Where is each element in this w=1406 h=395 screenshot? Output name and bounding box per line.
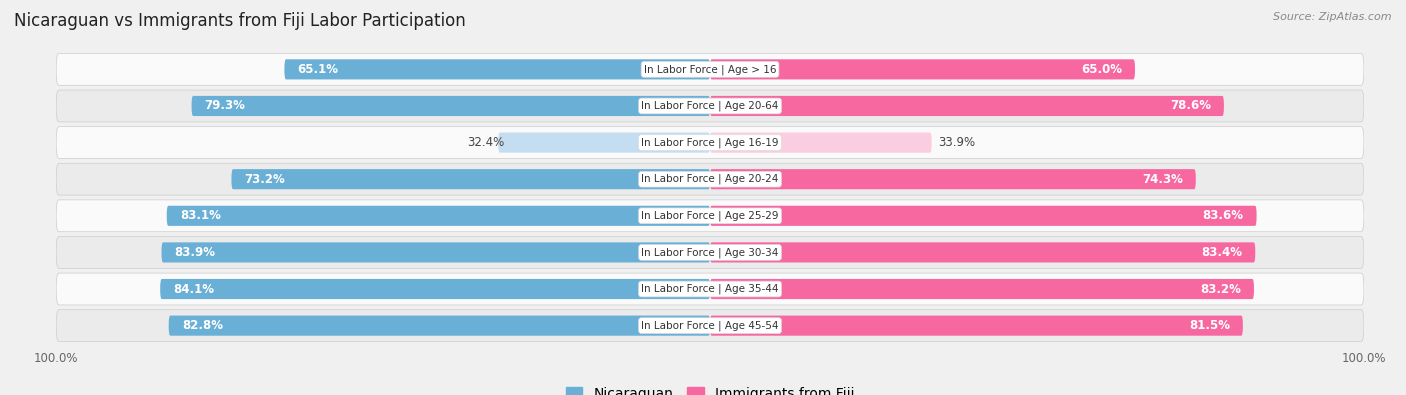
- FancyBboxPatch shape: [160, 279, 710, 299]
- Text: In Labor Force | Age 25-29: In Labor Force | Age 25-29: [641, 211, 779, 221]
- FancyBboxPatch shape: [191, 96, 710, 116]
- FancyBboxPatch shape: [710, 279, 1254, 299]
- Text: In Labor Force | Age 45-54: In Labor Force | Age 45-54: [641, 320, 779, 331]
- Text: 73.2%: 73.2%: [245, 173, 285, 186]
- FancyBboxPatch shape: [232, 169, 710, 189]
- FancyBboxPatch shape: [710, 96, 1223, 116]
- Text: 83.2%: 83.2%: [1201, 282, 1241, 295]
- FancyBboxPatch shape: [56, 163, 1364, 195]
- FancyBboxPatch shape: [710, 169, 1195, 189]
- FancyBboxPatch shape: [162, 243, 710, 263]
- Text: 33.9%: 33.9%: [938, 136, 976, 149]
- Text: 83.6%: 83.6%: [1202, 209, 1243, 222]
- Text: In Labor Force | Age 16-19: In Labor Force | Age 16-19: [641, 137, 779, 148]
- FancyBboxPatch shape: [167, 206, 710, 226]
- Text: In Labor Force | Age 20-24: In Labor Force | Age 20-24: [641, 174, 779, 184]
- Text: Nicaraguan vs Immigrants from Fiji Labor Participation: Nicaraguan vs Immigrants from Fiji Labor…: [14, 12, 465, 30]
- FancyBboxPatch shape: [710, 316, 1243, 336]
- FancyBboxPatch shape: [710, 59, 1135, 79]
- FancyBboxPatch shape: [710, 132, 932, 152]
- Text: In Labor Force | Age 30-34: In Labor Force | Age 30-34: [641, 247, 779, 258]
- Text: In Labor Force | Age > 16: In Labor Force | Age > 16: [644, 64, 776, 75]
- Text: 83.1%: 83.1%: [180, 209, 221, 222]
- Text: 32.4%: 32.4%: [467, 136, 505, 149]
- FancyBboxPatch shape: [56, 273, 1364, 305]
- Text: 83.9%: 83.9%: [174, 246, 215, 259]
- Text: 65.1%: 65.1%: [298, 63, 339, 76]
- FancyBboxPatch shape: [710, 243, 1256, 263]
- FancyBboxPatch shape: [56, 237, 1364, 268]
- FancyBboxPatch shape: [498, 132, 710, 152]
- Text: In Labor Force | Age 20-64: In Labor Force | Age 20-64: [641, 101, 779, 111]
- Text: 84.1%: 84.1%: [173, 282, 214, 295]
- Text: 65.0%: 65.0%: [1081, 63, 1122, 76]
- Text: 74.3%: 74.3%: [1142, 173, 1182, 186]
- Text: 81.5%: 81.5%: [1189, 319, 1230, 332]
- Legend: Nicaraguan, Immigrants from Fiji: Nicaraguan, Immigrants from Fiji: [560, 382, 860, 395]
- Text: 78.6%: 78.6%: [1170, 100, 1211, 113]
- FancyBboxPatch shape: [284, 59, 710, 79]
- FancyBboxPatch shape: [56, 53, 1364, 85]
- Text: 83.4%: 83.4%: [1201, 246, 1243, 259]
- FancyBboxPatch shape: [56, 310, 1364, 342]
- FancyBboxPatch shape: [56, 127, 1364, 158]
- FancyBboxPatch shape: [56, 90, 1364, 122]
- Text: Source: ZipAtlas.com: Source: ZipAtlas.com: [1274, 12, 1392, 22]
- Text: In Labor Force | Age 35-44: In Labor Force | Age 35-44: [641, 284, 779, 294]
- FancyBboxPatch shape: [169, 316, 710, 336]
- Text: 82.8%: 82.8%: [181, 319, 222, 332]
- Text: 79.3%: 79.3%: [205, 100, 246, 113]
- FancyBboxPatch shape: [710, 206, 1257, 226]
- FancyBboxPatch shape: [56, 200, 1364, 232]
